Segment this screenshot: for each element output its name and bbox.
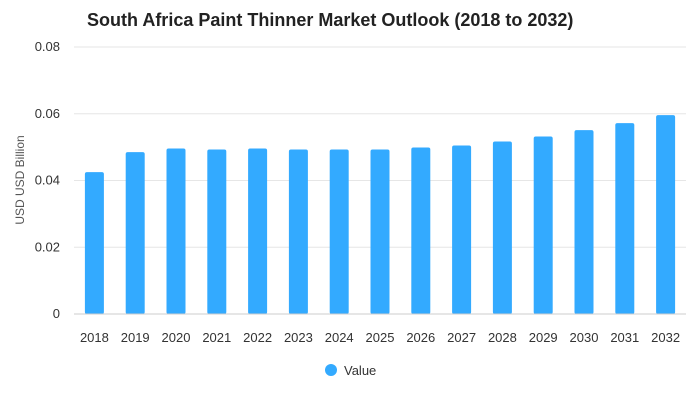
x-axis-ticks: 2018 2019 2020 2021 2022 2023 2024 2025 2026 2027… xyxy=(80,330,680,345)
bar-2026[interactable] xyxy=(411,147,431,314)
bar-2024[interactable] xyxy=(329,149,349,314)
bar-2025[interactable] xyxy=(370,149,390,314)
bar-2020[interactable] xyxy=(166,148,186,314)
y-tick-label: 0.02 xyxy=(35,239,60,254)
bar-2030[interactable] xyxy=(574,130,594,314)
bar-2019[interactable] xyxy=(125,152,145,314)
x-tick-label: 2031 xyxy=(610,330,639,345)
bar-2028[interactable] xyxy=(492,141,512,314)
bar-2029[interactable] xyxy=(533,136,553,314)
x-tick-label: 2030 xyxy=(570,330,599,345)
bar-2027[interactable] xyxy=(452,145,472,314)
bar-2021[interactable] xyxy=(207,149,227,314)
bar-2023[interactable] xyxy=(288,149,308,314)
legend-label: Value xyxy=(344,363,376,378)
x-tick-label: 2028 xyxy=(488,330,517,345)
bar-2032[interactable] xyxy=(656,115,676,315)
y-axis-label: USD USD Billion xyxy=(13,135,27,224)
bar-2022[interactable] xyxy=(248,148,268,314)
y-tick-label: 0.04 xyxy=(35,173,60,188)
legend-marker xyxy=(325,364,337,376)
x-tick-label: 2027 xyxy=(447,330,476,345)
bar-2018[interactable] xyxy=(84,172,104,314)
x-tick-label: 2032 xyxy=(651,330,680,345)
x-tick-label: 2024 xyxy=(325,330,354,345)
legend[interactable]: Value xyxy=(325,363,376,378)
x-tick-label: 2025 xyxy=(366,330,395,345)
x-tick-label: 2029 xyxy=(529,330,558,345)
chart-title: South Africa Paint Thinner Market Outloo… xyxy=(87,10,573,30)
y-tick-label: 0 xyxy=(53,306,60,321)
x-tick-label: 2019 xyxy=(121,330,150,345)
bars xyxy=(84,115,676,315)
y-axis-ticks: 0 0.02 0.04 0.06 0.08 xyxy=(35,39,60,321)
x-tick-label: 2023 xyxy=(284,330,313,345)
bar-2031[interactable] xyxy=(615,123,635,314)
x-tick-label: 2022 xyxy=(243,330,272,345)
y-tick-label: 0.08 xyxy=(35,39,60,54)
y-tick-label: 0.06 xyxy=(35,106,60,121)
x-tick-label: 2018 xyxy=(80,330,109,345)
x-tick-label: 2021 xyxy=(202,330,231,345)
x-tick-label: 2026 xyxy=(406,330,435,345)
x-tick-label: 2020 xyxy=(162,330,191,345)
